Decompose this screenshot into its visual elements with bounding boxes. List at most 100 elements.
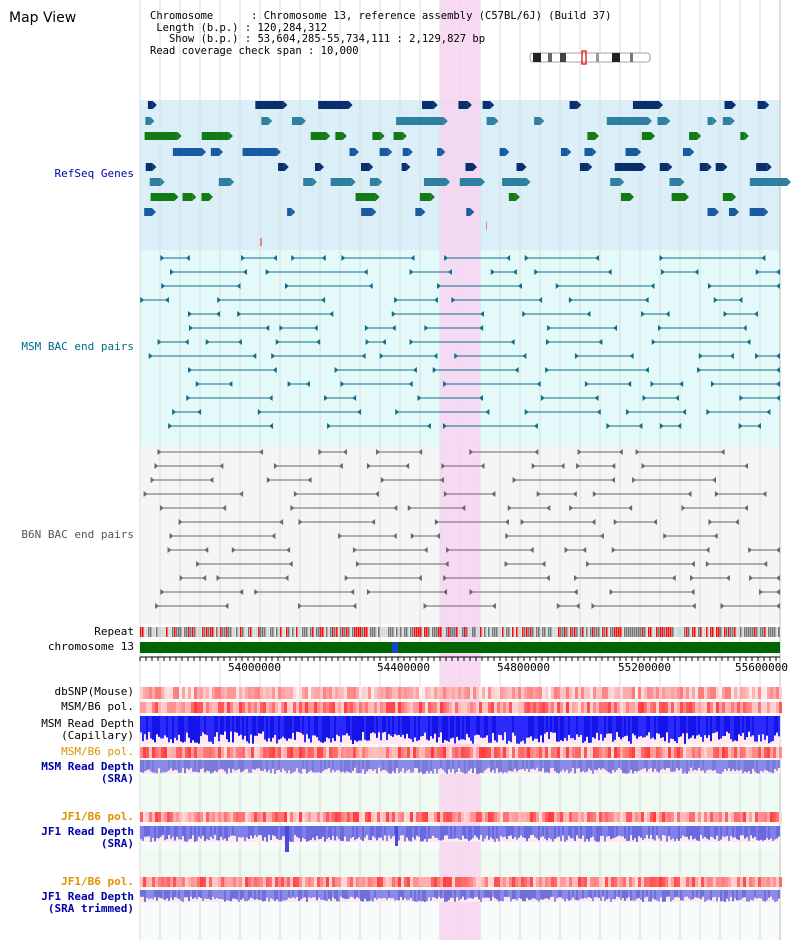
depth-bar: [142, 890, 144, 897]
repeat-mark: [452, 627, 454, 637]
repeat-mark: [438, 627, 440, 637]
heat-cell: [512, 877, 515, 887]
depth-bar: [756, 826, 758, 841]
msm-bac-label[interactable]: MSM BAC end pairs: [21, 340, 134, 353]
heat-cell: [512, 702, 515, 713]
depth-bar: [356, 716, 358, 742]
depth-bar: [758, 716, 760, 735]
heat-cell: [644, 877, 647, 887]
depth-bar: [554, 760, 556, 772]
heat-cell: [581, 702, 584, 713]
heat-cell: [452, 877, 455, 887]
bac-end-marker: [170, 269, 175, 275]
heat-cell: [713, 702, 716, 713]
heat-cell: [761, 702, 764, 713]
depth-bar: [148, 890, 150, 900]
repeat-mark: [542, 627, 544, 637]
msm-pol-capillary-label[interactable]: MSM/B6 pol.: [61, 700, 134, 713]
repeat-mark: [328, 627, 330, 637]
heat-cell: [617, 747, 620, 758]
depth-bar: [528, 760, 530, 772]
heat-cell: [578, 702, 581, 713]
depth-bar: [236, 890, 238, 900]
msm-depth-sra-label-1[interactable]: MSM Read Depth: [41, 760, 134, 773]
b6n-bac-label[interactable]: B6N BAC end pairs: [21, 528, 134, 541]
heat-cell: [353, 877, 356, 887]
bac-end-marker: [575, 603, 580, 609]
bac-end-marker: [160, 589, 165, 595]
depth-bar: [276, 760, 278, 771]
repeat-mark: [418, 627, 420, 637]
repeat-mark: [306, 627, 308, 637]
bac-end-marker: [776, 353, 780, 359]
depth-bar: [490, 890, 492, 901]
heat-cell: [572, 812, 575, 822]
ideogram-band: [533, 53, 541, 62]
heat-cell: [707, 687, 710, 699]
heat-cell: [701, 812, 704, 822]
repeat-mark: [422, 627, 424, 637]
repeat-mark: [222, 627, 224, 637]
refseq-genes-label[interactable]: RefSeq Genes: [54, 167, 134, 180]
jf1-depth-trimmed-label-1[interactable]: JF1 Read Depth: [41, 890, 134, 903]
repeat-mark: [588, 627, 590, 637]
depth-bar: [344, 890, 346, 899]
depth-bar: [430, 716, 432, 737]
heat-cell: [572, 877, 575, 887]
depth-bar: [438, 890, 440, 897]
heat-cell: [311, 877, 314, 887]
depth-bar: [180, 760, 182, 773]
depth-bar: [256, 716, 258, 736]
bac-end-marker: [582, 547, 587, 553]
heat-cell: [545, 687, 548, 699]
depth-bar: [518, 716, 520, 744]
msm-depth-capillary-label-1[interactable]: MSM Read Depth: [41, 717, 134, 730]
heat-cell: [602, 687, 605, 699]
heat-cell: [602, 812, 605, 822]
depth-bar: [640, 760, 642, 770]
heat-cell: [266, 747, 269, 758]
depth-bar: [636, 890, 638, 899]
gene-exon: [401, 163, 407, 171]
depth-bar: [426, 826, 428, 842]
repeat-mark: [760, 627, 762, 637]
depth-bar: [212, 760, 214, 773]
repeat-mark: [516, 627, 518, 637]
depth-bar: [146, 760, 148, 771]
depth-bar: [502, 890, 504, 902]
jf1-depth-sra-label-1[interactable]: JF1 Read Depth: [41, 825, 134, 838]
bac-end-marker: [479, 325, 484, 331]
heat-cell: [437, 747, 440, 758]
repeat-mark: [144, 627, 146, 637]
gene-exon: [466, 208, 471, 216]
heat-cell: [503, 687, 506, 699]
dbsnp-label[interactable]: dbSNP(Mouse): [54, 685, 134, 698]
heat-cell: [539, 812, 542, 822]
depth-bar: [548, 760, 550, 773]
repeat-mark: [710, 627, 712, 637]
depth-bar: [494, 716, 496, 741]
depth-bar: [738, 826, 740, 841]
depth-bar: [634, 760, 636, 772]
depth-bar: [688, 716, 690, 739]
repeat-mark: [378, 627, 380, 637]
depth-bar: [408, 716, 410, 739]
bac-end-marker: [547, 325, 552, 331]
depth-bar: [620, 716, 622, 740]
depth-bar: [432, 716, 434, 739]
depth-bar: [526, 760, 528, 769]
heat-cell: [695, 812, 698, 822]
bac-end-marker: [754, 311, 759, 317]
heat-cell: [509, 687, 512, 699]
msm-pol-sra-label[interactable]: MSM/B6 pol.: [61, 745, 134, 758]
depth-bar: [684, 716, 686, 744]
bac-end-marker: [443, 589, 448, 595]
jf1-pol-sra-label[interactable]: JF1/B6 pol.: [61, 810, 134, 823]
depth-bar: [564, 890, 566, 902]
heat-cell: [260, 877, 263, 887]
chromosome-gap: [392, 642, 398, 653]
depth-bar: [196, 716, 198, 743]
heat-cell: [242, 687, 245, 699]
jf1-pol-trimmed-label[interactable]: JF1/B6 pol.: [61, 875, 134, 888]
